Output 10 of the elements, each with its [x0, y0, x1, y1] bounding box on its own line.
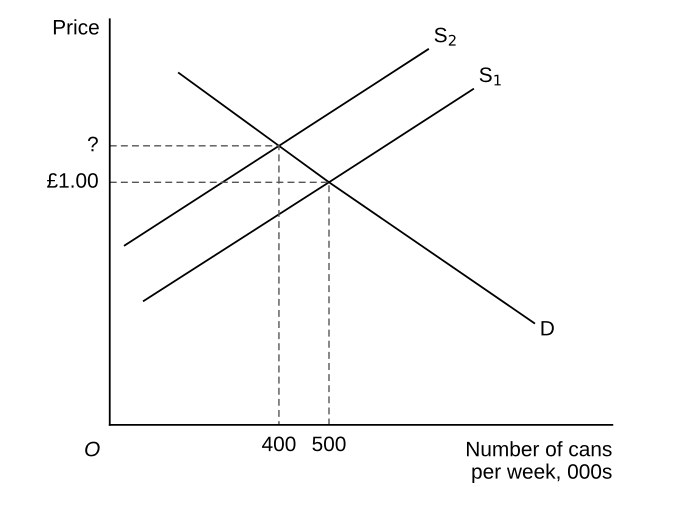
text: O	[85, 442, 100, 456]
annotation: £1.00	[47, 173, 98, 188]
x-tick-label: 500	[312, 436, 346, 452]
series-label: D	[542, 321, 554, 336]
y-axis-title: Price	[54, 19, 99, 35]
series-label: S$_{2}$	[434, 28, 456, 46]
annotation: ?	[88, 136, 98, 152]
series-label: S$_{1}$	[480, 67, 501, 86]
x-tick-label: 400	[262, 436, 296, 452]
x-axis-title: Number of cans per week, 000s	[466, 441, 612, 483]
